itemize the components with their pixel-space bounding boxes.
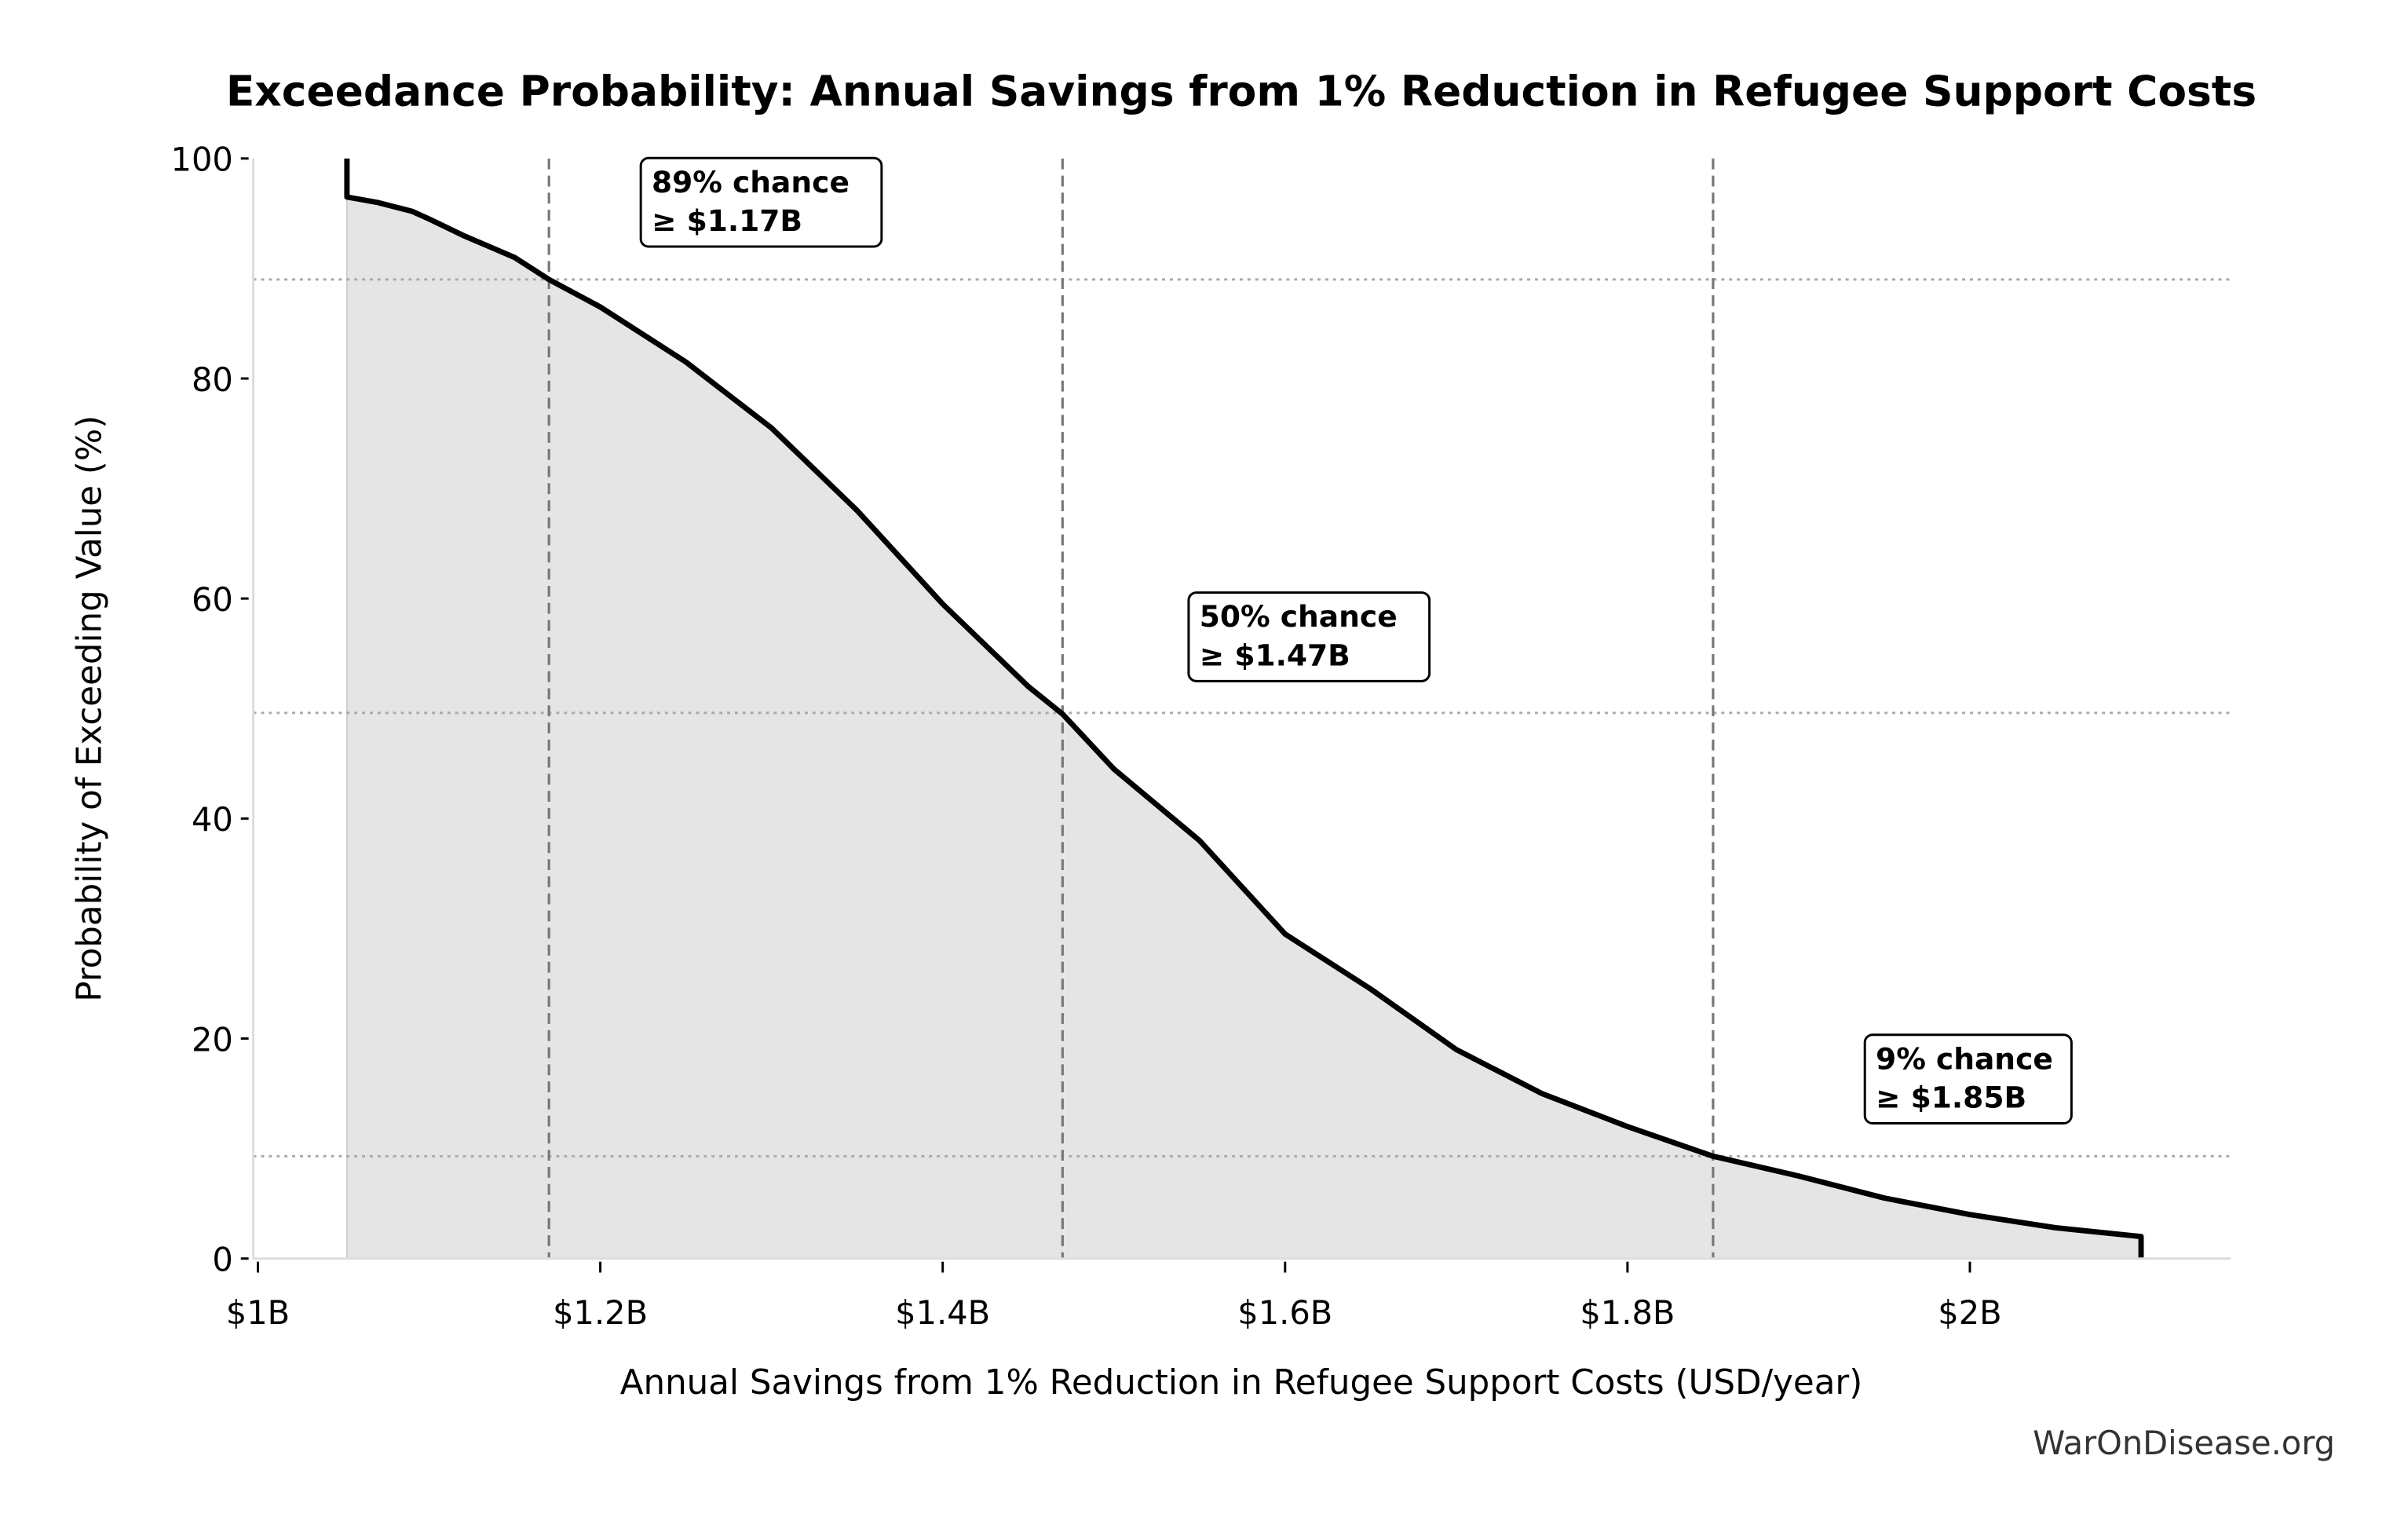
- annotation-line1: 9% chance: [1876, 1041, 2053, 1076]
- annotation-line1: 89% chance: [652, 165, 850, 199]
- annotation-frame: [639, 156, 883, 248]
- x-tick-label: $1B: [226, 1293, 290, 1332]
- plot-area: 89% chance ≥ $1.17B 50% chance ≥ $1.47B 9% c…: [253, 156, 2231, 1260]
- annotation-box: 89% chance ≥ $1.17B: [639, 156, 883, 248]
- x-tick-label: $1.4B: [895, 1293, 990, 1332]
- y-tick-label: 0: [212, 1241, 232, 1279]
- x-tick-label: $2B: [1938, 1293, 2001, 1332]
- exceedance-curve: [344, 158, 2144, 1259]
- axes: 0 20 40 60 80 100 $1B $1.2B $1.4B $1.6B $1.8B $2B: [171, 141, 2231, 1332]
- y-axis-label: Probability of Exceeding Value (%): [71, 415, 110, 1002]
- annotation-line1: 50% chance: [1200, 599, 1398, 634]
- annotation-frame: [1863, 1033, 2073, 1125]
- y-tick-label: 20: [192, 1020, 233, 1059]
- x-axis-label: Annual Savings from 1% Reduction in Refu…: [620, 1363, 1863, 1402]
- y-tick-label: 100: [171, 141, 233, 179]
- annotation-box: 50% chance ≥ $1.47B: [1187, 591, 1431, 682]
- y-tick-label: 40: [192, 800, 233, 839]
- annotation-line2: ≥ $1.47B: [1200, 638, 1350, 673]
- x-tick-label: $1.8B: [1580, 1293, 1675, 1332]
- x-tick-label: $1.6B: [1237, 1293, 1332, 1332]
- annotation-box: 9% chance ≥ $1.85B: [1863, 1033, 2073, 1125]
- chart-title: Exceedance Probability: Annual Savings f…: [226, 67, 2256, 116]
- annotation-line2: ≥ $1.17B: [652, 203, 802, 238]
- y-tick-label: 60: [192, 580, 233, 619]
- x-tick-label: $1.2B: [553, 1293, 648, 1332]
- annotation-line2: ≥ $1.85B: [1876, 1081, 2026, 1115]
- annotation-frame: [1187, 591, 1431, 682]
- watermark: WarOnDisease.org: [2033, 1424, 2335, 1462]
- y-tick-label: 80: [192, 360, 233, 399]
